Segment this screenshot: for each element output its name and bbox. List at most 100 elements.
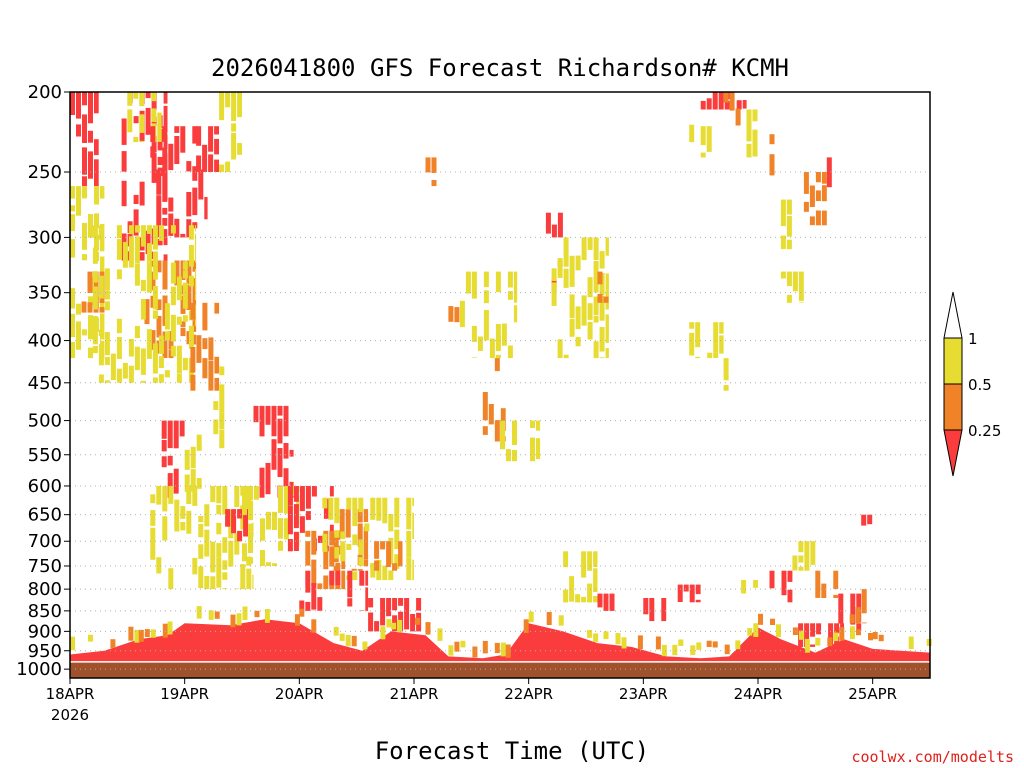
richardson-region [597, 593, 615, 611]
region-cell [180, 327, 186, 337]
region-cell [431, 157, 437, 173]
region-cell [563, 237, 569, 267]
richardson-region [225, 509, 249, 542]
region-cell [826, 157, 832, 188]
region-cell [569, 255, 575, 287]
region-cell [459, 300, 465, 328]
boundary-edge-cell [415, 617, 421, 625]
richardson-region [459, 271, 518, 359]
region-cell [174, 499, 180, 532]
richardson-region [161, 420, 185, 498]
boundary-edge-cell [804, 638, 810, 653]
region-cell [122, 362, 128, 379]
region-cell [329, 584, 335, 590]
region-cell [248, 500, 253, 521]
region-cell [198, 544, 204, 559]
region-cell [380, 541, 386, 550]
region-cell [305, 570, 311, 593]
region-cell [821, 210, 827, 226]
region-cell [156, 169, 162, 195]
region-cell [228, 540, 234, 567]
region-cell [803, 172, 809, 194]
chart-title: 2026041800 GFS Forecast Richardson# KCMH [211, 54, 789, 82]
region-cell [140, 348, 146, 375]
region-cell [76, 92, 81, 119]
richardson-region [723, 92, 741, 126]
region-cell [593, 261, 599, 293]
region-cell [370, 497, 376, 520]
plot-frame [69, 91, 931, 679]
boundary-edge-cell [150, 629, 156, 638]
region-cell [374, 621, 380, 632]
region-cell [335, 583, 341, 590]
region-cell [299, 516, 305, 533]
region-cell [225, 92, 231, 108]
region-cell [150, 330, 156, 350]
boundary-edge-cell [856, 629, 861, 636]
boundary-edge-cell [70, 636, 75, 651]
region-cell [146, 329, 152, 359]
region-cell [188, 245, 194, 267]
region-cell [311, 559, 317, 586]
region-cell [210, 576, 216, 590]
region-cell [225, 161, 231, 173]
region-cell [551, 224, 557, 238]
region-cell [163, 237, 168, 246]
region-cell [305, 486, 311, 509]
region-cell [494, 358, 500, 372]
region-cell [163, 105, 168, 132]
region-cell [821, 583, 827, 598]
boundary-edge-cell [878, 634, 884, 642]
region-cell [194, 225, 197, 232]
region-cell [214, 126, 219, 135]
region-cell [563, 354, 569, 359]
boundary-edge-cell [678, 639, 684, 646]
region-cell [368, 598, 374, 608]
region-cell [128, 339, 134, 357]
region-cell [278, 486, 283, 513]
region-cell [341, 570, 346, 590]
region-cell [253, 405, 259, 423]
boundary-edge-cell [868, 633, 873, 641]
y-axis: 200 250 300 350 400 450 500 550 600 650 700 7508008… [16, 82, 70, 680]
richardson-region [826, 157, 832, 188]
richardson-region [545, 212, 563, 238]
region-cell [127, 109, 133, 133]
region-cell [70, 341, 75, 359]
region-cell [563, 268, 569, 288]
boundary-edge-cell [672, 644, 678, 656]
region-cell [202, 302, 208, 331]
region-cell [359, 570, 365, 586]
region-cell [850, 593, 856, 625]
boundary-edge-cell [437, 628, 443, 641]
region-cell [374, 560, 380, 571]
region-cell [82, 254, 87, 261]
x-tick-label: 24APR [734, 685, 783, 703]
region-cell [287, 539, 293, 552]
region-cell [174, 260, 180, 286]
region-cell [204, 504, 210, 527]
region-cell [133, 194, 139, 204]
region-cell [689, 584, 695, 603]
region-cell [798, 555, 804, 563]
region-cell [121, 180, 127, 207]
region-cell [323, 575, 329, 590]
region-cell [186, 510, 192, 534]
region-cell [412, 512, 414, 539]
y-tick-label: 800 [28, 579, 62, 600]
richardson-region [196, 126, 219, 172]
color-legend: 1 0.5 0.25 [943, 291, 1001, 477]
region-cell [198, 169, 204, 200]
region-cell [92, 247, 98, 264]
region-cell [134, 346, 140, 371]
region-cell [82, 92, 87, 106]
region-cell [500, 420, 505, 450]
region-cell [357, 509, 363, 523]
richardson-region [500, 420, 541, 462]
region-cell [139, 141, 145, 143]
region-cell [110, 353, 116, 380]
boundary-edge-cell [294, 614, 300, 626]
region-cell [196, 478, 202, 489]
legend-level-label: 0.25 [968, 422, 1001, 440]
region-cell [248, 486, 253, 500]
